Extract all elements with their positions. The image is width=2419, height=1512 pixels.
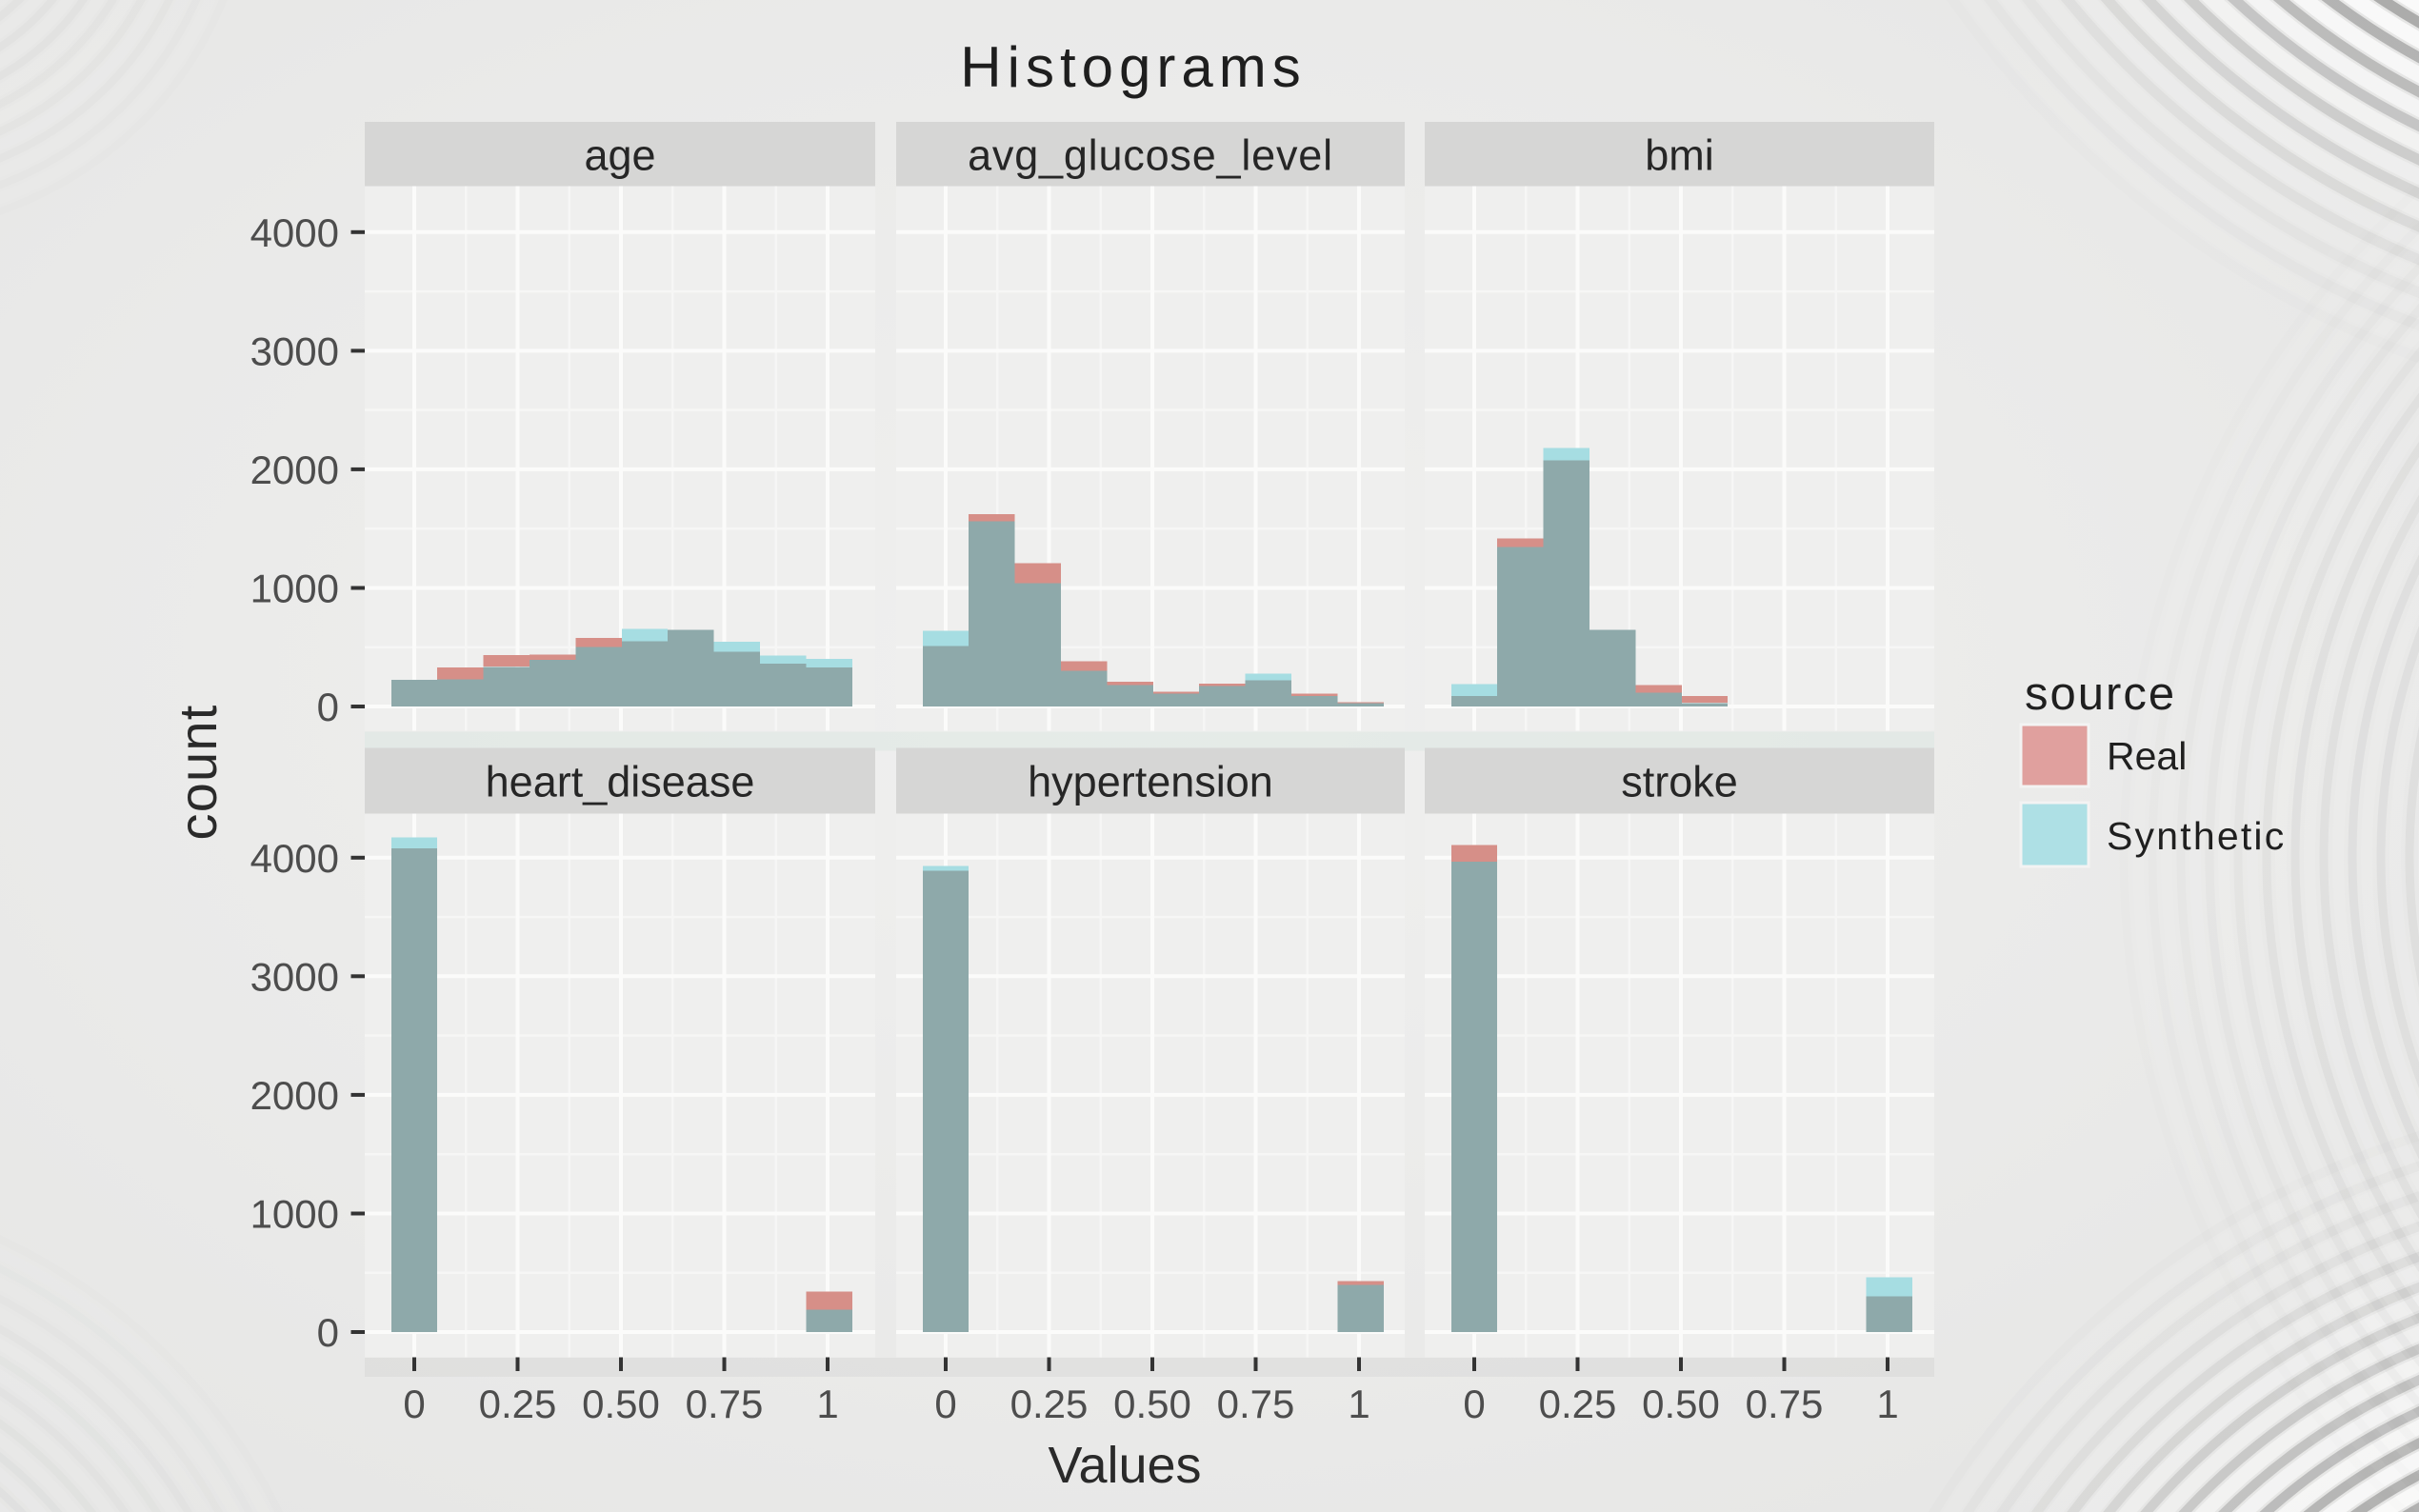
svg-text:0: 0 bbox=[403, 1382, 425, 1426]
svg-text:hypertension: hypertension bbox=[1028, 758, 1273, 806]
svg-text:0: 0 bbox=[934, 1382, 956, 1426]
svg-text:0.75: 0.75 bbox=[1217, 1382, 1295, 1426]
svg-text:1000: 1000 bbox=[250, 1192, 339, 1237]
svg-text:4000: 4000 bbox=[250, 210, 339, 255]
svg-text:count: count bbox=[168, 705, 228, 841]
svg-text:stroke: stroke bbox=[1621, 758, 1738, 806]
svg-text:0.25: 0.25 bbox=[1539, 1382, 1617, 1426]
svg-text:0.50: 0.50 bbox=[582, 1382, 660, 1426]
svg-text:Synthetic: Synthetic bbox=[2107, 814, 2286, 858]
svg-text:Values: Values bbox=[1048, 1437, 1201, 1494]
svg-text:0.75: 0.75 bbox=[1746, 1382, 1824, 1426]
svg-text:3000: 3000 bbox=[250, 954, 339, 999]
svg-text:Histograms: Histograms bbox=[960, 35, 1306, 99]
svg-text:1: 1 bbox=[1876, 1382, 1898, 1426]
svg-text:1: 1 bbox=[1348, 1382, 1369, 1426]
svg-text:0.25: 0.25 bbox=[479, 1382, 557, 1426]
svg-text:0.75: 0.75 bbox=[686, 1382, 764, 1426]
svg-text:2000: 2000 bbox=[250, 1073, 339, 1118]
svg-text:Real: Real bbox=[2107, 734, 2187, 778]
svg-text:source: source bbox=[2025, 668, 2176, 720]
svg-text:heart_disease: heart_disease bbox=[486, 758, 755, 806]
svg-text:0.25: 0.25 bbox=[1010, 1382, 1089, 1426]
svg-text:4000: 4000 bbox=[250, 836, 339, 881]
svg-text:2000: 2000 bbox=[250, 448, 339, 492]
svg-text:0: 0 bbox=[317, 685, 339, 729]
svg-text:0.50: 0.50 bbox=[1642, 1382, 1720, 1426]
svg-text:1000: 1000 bbox=[250, 567, 339, 611]
svg-text:3000: 3000 bbox=[250, 328, 339, 373]
svg-text:age: age bbox=[584, 130, 655, 179]
svg-text:1: 1 bbox=[816, 1382, 838, 1426]
svg-text:avg_glucose_level: avg_glucose_level bbox=[968, 130, 1333, 179]
svg-text:bmi: bmi bbox=[1645, 130, 1714, 179]
svg-text:0: 0 bbox=[1463, 1382, 1485, 1426]
svg-text:0.50: 0.50 bbox=[1113, 1382, 1191, 1426]
svg-text:0: 0 bbox=[317, 1310, 339, 1355]
